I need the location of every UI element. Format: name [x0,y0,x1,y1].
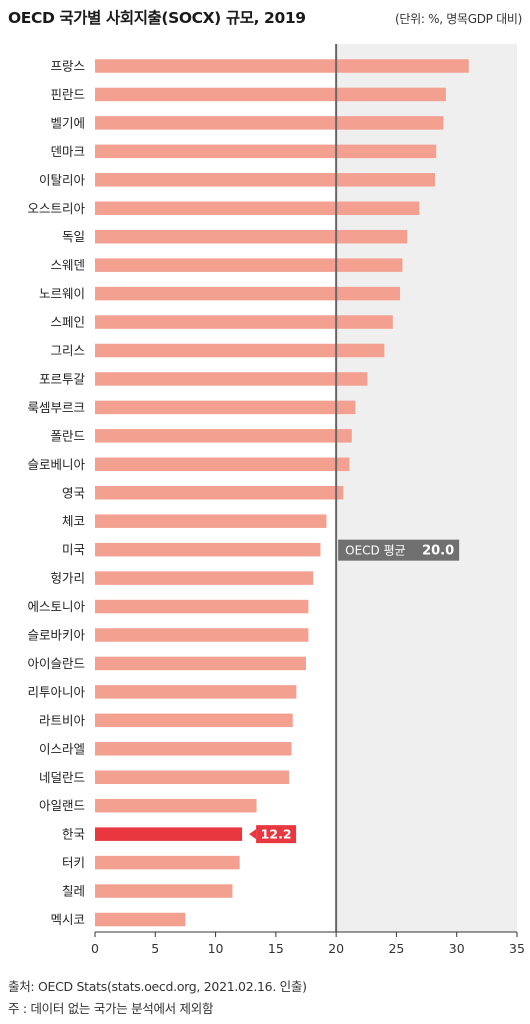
category-label: 스웨덴 [50,258,85,273]
bar [95,798,257,813]
bar [95,173,436,187]
bar [95,315,393,329]
category-label: 독일 [62,229,85,244]
chart-footer: 출처: OECD Stats(stats.oecd.org, 2021.02.1… [8,976,307,1020]
highlight-pointer [249,829,257,840]
exclusion-note: 주 : 데이터 없는 국가는 분석에서 제외함 [8,1001,214,1016]
x-tick-label: 10 [208,941,224,956]
bar [95,486,344,500]
highlight-badge [256,825,297,844]
bar [95,571,314,585]
category-label: 프랑스 [50,59,85,74]
bar [95,343,385,358]
bar [95,713,293,728]
category-label: 터키 [62,855,85,870]
category-label: 아일랜드 [39,798,85,813]
chart-header: OECD 국가별 사회지출(SOCX) 규모, 2019 (단위: %, 명목G… [8,6,522,32]
category-label: 미국 [62,542,85,557]
shaded-region [336,44,517,932]
bar [95,628,309,642]
bar [95,457,350,472]
unit-note: (단위: %, 명목GDP 대비) [395,12,522,26]
bar [95,656,306,671]
bar-chart: 프랑스핀란드벨기에덴마크이탈리아오스트리아독일스웨덴노르웨이스페인그리스포르투갈… [27,44,525,956]
bar [95,884,233,898]
bar [95,912,186,927]
bar [95,286,401,301]
bar [95,258,403,272]
bar [95,116,444,130]
chart-title: OECD 국가별 사회지출(SOCX) 규모, 2019 [8,9,306,27]
category-label: 덴마크 [50,144,85,159]
x-tick-label: 20 [328,941,344,956]
category-label: 네덜란드 [39,770,85,785]
category-label: 칠레 [62,884,85,899]
bar [95,827,243,841]
category-label: 헝가리 [50,571,85,586]
category-label: 체코 [62,514,85,529]
bar [95,400,356,415]
average-badge [338,539,460,561]
x-tick-label: 25 [388,941,404,956]
category-label: 룩셈부르크 [27,400,85,415]
x-tick-label: 30 [449,941,465,956]
category-label: 슬로베니아 [27,457,85,472]
category-label: 슬로바키아 [27,628,85,643]
bar [95,542,321,557]
category-label: 이스라엘 [39,741,85,756]
source-note: 출처: OECD Stats(stats.oecd.org, 2021.02.1… [8,979,307,994]
category-label: 리투아니아 [27,684,85,699]
highlight-value-label: 12.2 [261,827,292,842]
bar [95,229,408,244]
category-label: 영국 [62,485,85,500]
x-tick-label: 15 [268,941,284,956]
category-label: 멕시코 [50,912,85,927]
bar [95,685,297,699]
bar [95,855,240,870]
category-label: 오스트리아 [27,201,85,216]
average-value-label: 20.0 [422,544,454,559]
bar [95,429,352,443]
category-label: 이탈리아 [39,172,86,187]
category-label: 벨기에 [50,115,85,130]
category-label: 에스토니아 [27,599,85,614]
category-label: 아이슬란드 [27,656,85,671]
bar [95,599,309,614]
category-label: 노르웨이 [39,286,85,301]
bar [95,59,469,73]
bar [95,87,446,102]
bar [95,514,327,528]
category-label: 그리스 [50,343,85,358]
category-label: 폴란드 [50,428,85,443]
x-tick-label: 5 [151,941,159,956]
category-label: 라트비아 [39,713,86,728]
x-tick-label: 35 [509,941,525,956]
category-label: 포르투갈 [39,371,86,386]
category-label: 스페인 [50,315,85,330]
bar [95,770,290,784]
x-tick-label: 0 [91,941,99,956]
bar [95,742,292,756]
category-label: 한국 [62,827,85,842]
bar [95,144,437,159]
average-label: OECD 평균 [345,544,406,558]
bar [95,372,368,386]
category-label: 핀란드 [50,87,85,102]
bar [95,201,420,215]
